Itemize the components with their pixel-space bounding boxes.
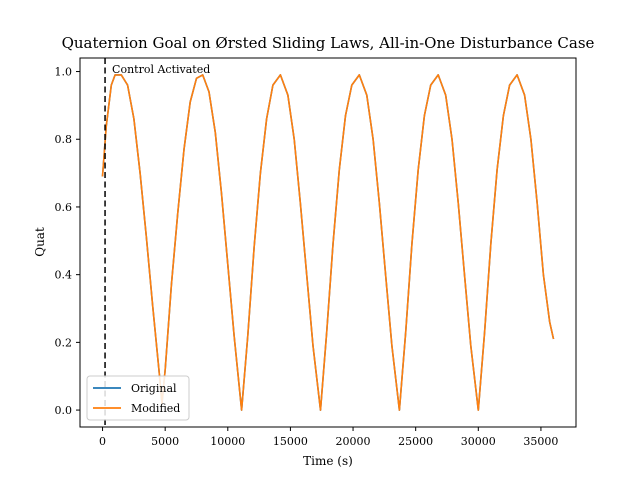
y-tick-label: 0.6: [55, 201, 73, 214]
x-axis-label: Time (s): [303, 454, 353, 468]
series-layer: [101, 74, 555, 411]
annotation-layer: Control Activated: [104, 58, 210, 427]
y-tick-label: 1.0: [55, 66, 73, 79]
x-tick-label: 10000: [210, 435, 245, 448]
control-activated-label: Control Activated: [112, 63, 210, 76]
y-tick-label: 0.2: [55, 336, 73, 349]
axes-frame: [79, 57, 577, 428]
x-tick-label: 30000: [461, 435, 496, 448]
plot-area: [79, 57, 577, 428]
chart-title: Quaternion Goal on Ørsted Sliding Laws, …: [62, 34, 595, 52]
x-tick-label: 0: [99, 435, 106, 448]
legend-label-original: Original: [131, 382, 177, 395]
x-tick-label: 15000: [273, 435, 308, 448]
x-tick-label: 35000: [523, 435, 558, 448]
legend: Original Modified: [86, 375, 190, 421]
x-axis-ticks: 0 5000 10000 15000 20000 25000 30000 35000: [99, 427, 558, 448]
x-tick-label: 25000: [398, 435, 433, 448]
y-axis-label: Quat: [33, 227, 47, 257]
x-tick-label: 5000: [151, 435, 179, 448]
legend-box: [86, 375, 190, 421]
y-axis-ticks: 0.0 0.2 0.4 0.6 0.8 1.0: [55, 66, 80, 417]
series-line-modified: [101, 74, 555, 411]
y-tick-label: 0.0: [55, 404, 73, 417]
y-tick-label: 0.4: [55, 269, 73, 282]
legend-label-modified: Modified: [131, 402, 180, 415]
x-tick-label: 20000: [336, 435, 371, 448]
y-tick-label: 0.8: [55, 133, 73, 146]
